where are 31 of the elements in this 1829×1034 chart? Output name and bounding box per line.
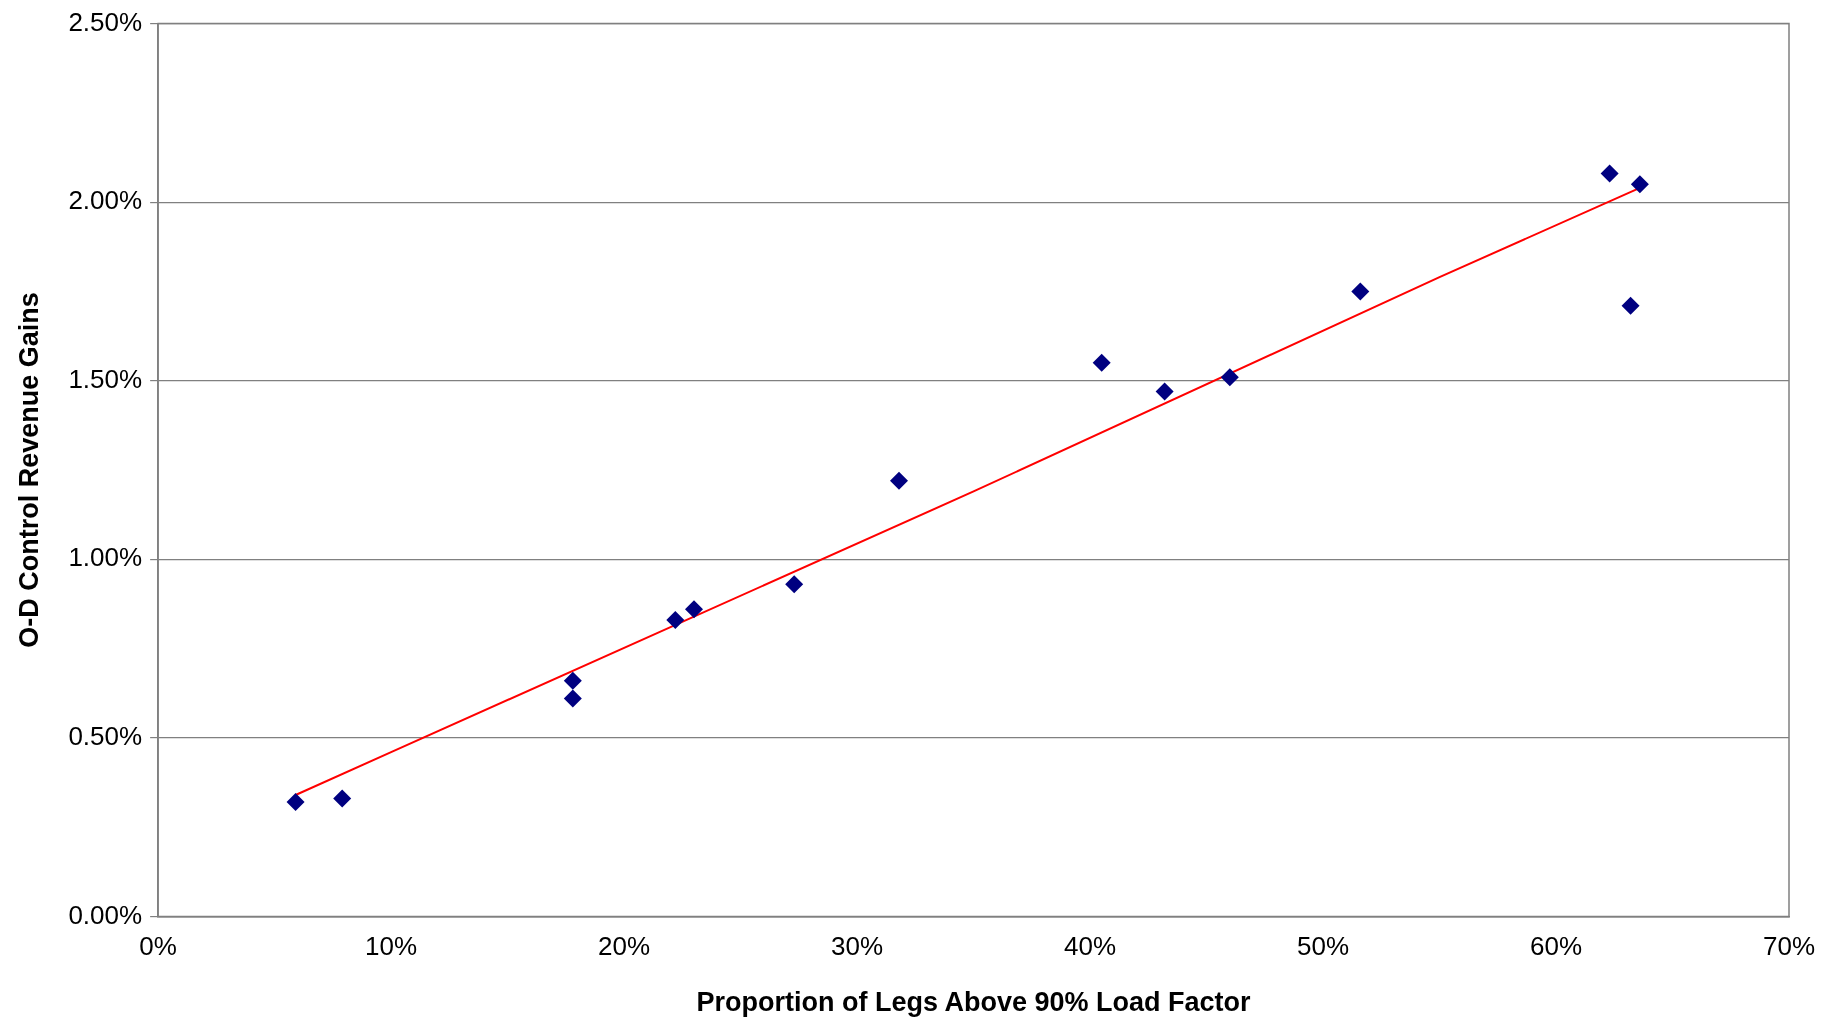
x-tick-label: 0% bbox=[139, 931, 177, 962]
x-tick-label: 60% bbox=[1529, 931, 1583, 962]
x-tick-label: 40% bbox=[1064, 931, 1117, 962]
point bbox=[1092, 353, 1111, 372]
x-tick-label: 30% bbox=[831, 931, 884, 962]
y-axis-title: O-D Control Revenue Gains bbox=[13, 292, 44, 648]
point bbox=[890, 471, 909, 490]
point bbox=[684, 600, 703, 619]
y-tick-label: 1.00% bbox=[68, 542, 143, 573]
point bbox=[1630, 175, 1649, 194]
x-tick-label: 70% bbox=[1762, 931, 1816, 962]
point bbox=[1600, 164, 1619, 183]
y-tick-label: 2.50% bbox=[68, 6, 143, 37]
point bbox=[563, 671, 582, 690]
point bbox=[563, 689, 582, 708]
y-tick-label: 0.50% bbox=[68, 721, 143, 752]
point bbox=[1155, 382, 1174, 401]
y-tick-label: 1.50% bbox=[68, 363, 143, 394]
x-tick-label: 50% bbox=[1297, 931, 1350, 962]
y-tick-label: 2.00% bbox=[68, 185, 143, 216]
point bbox=[1621, 296, 1640, 315]
point bbox=[1220, 368, 1239, 387]
x-axis-title: Proportion of Legs Above 90% Load Factor bbox=[696, 987, 1252, 1018]
point bbox=[785, 575, 804, 594]
point bbox=[286, 793, 305, 812]
point bbox=[1351, 282, 1370, 301]
point bbox=[333, 789, 352, 808]
x-tick-label: 20% bbox=[598, 931, 651, 962]
x-tick-label: 10% bbox=[365, 931, 418, 962]
point bbox=[666, 610, 685, 629]
y-tick-label: 0.00% bbox=[68, 899, 143, 930]
